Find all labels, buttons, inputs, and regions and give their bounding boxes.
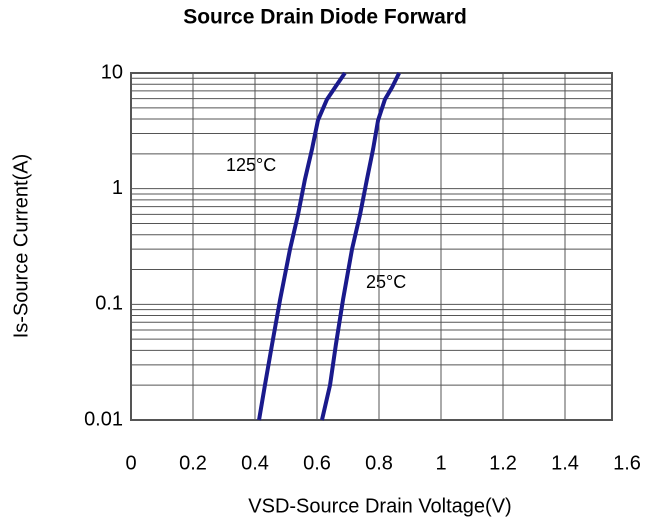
y-tick-label: 1: [112, 177, 123, 199]
x-tick-label: 1.4: [551, 452, 579, 474]
x-tick-label: 0.4: [241, 452, 269, 474]
data-line: [257, 71, 347, 421]
y-tick-label: 0.1: [95, 293, 123, 315]
data-line: [320, 72, 401, 421]
y-axis-label: Is-Source Current(A): [10, 154, 32, 339]
plot-frame: [130, 72, 613, 421]
series-label: 25°C: [366, 272, 406, 292]
series-label: 125°C: [226, 155, 276, 175]
x-tick-label: 0.2: [179, 452, 207, 474]
x-tick-label: 0.8: [365, 452, 393, 474]
x-tick-label: 1.2: [489, 452, 517, 474]
x-axis-label: VSD-Source Drain Voltage(V): [248, 495, 511, 517]
x-tick-label: 1: [435, 452, 446, 474]
y-tick-label: 0.01: [84, 408, 123, 430]
x-tick-label: 1.6: [613, 452, 641, 474]
x-tick-label: 0: [125, 452, 136, 474]
y-tick-label: 10: [101, 61, 123, 83]
x-tick-label: 0.6: [303, 452, 331, 474]
chart-title: Source Drain Diode Forward: [183, 6, 467, 29]
